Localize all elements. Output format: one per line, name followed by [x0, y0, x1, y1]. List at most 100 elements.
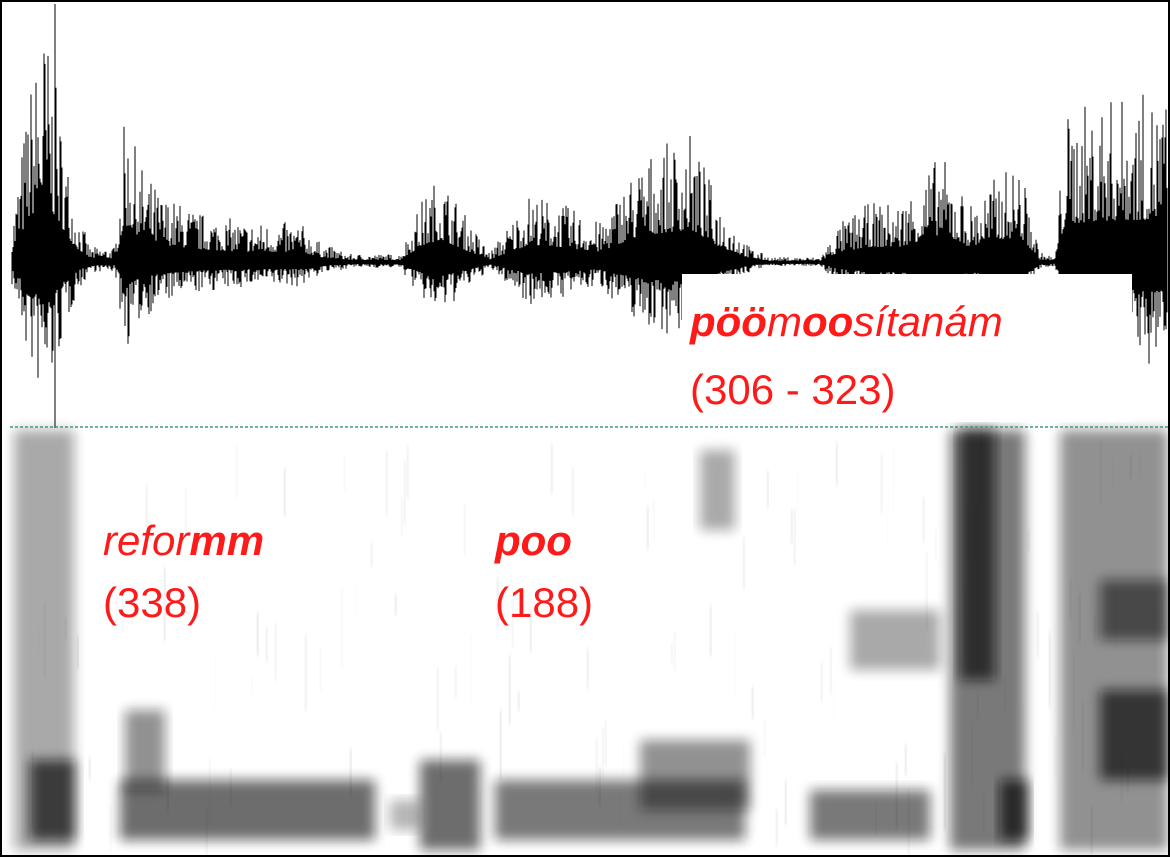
spectral-energy	[401, 496, 403, 537]
spectral-energy	[1085, 628, 1087, 693]
spectral-energy	[500, 710, 502, 779]
spectral-energy	[938, 736, 940, 793]
spectral-energy	[917, 702, 919, 745]
spectral-energy	[965, 587, 967, 663]
spectral-energy	[620, 786, 622, 830]
spectral-energy	[275, 623, 277, 681]
spectral-energy	[734, 631, 736, 697]
spectral-energy	[605, 721, 607, 767]
spectral-energy	[395, 594, 397, 616]
word-segment: oo	[802, 298, 853, 345]
spectral-energy	[65, 616, 67, 640]
spectral-energy	[185, 488, 187, 542]
spectral-energy	[1094, 614, 1096, 646]
spectral-energy	[1028, 529, 1030, 552]
range-label: (338)	[103, 579, 201, 626]
spectral-energy	[377, 582, 379, 648]
spectral-energy	[983, 791, 985, 836]
spectral-energy	[77, 636, 79, 669]
spectral-energy	[1139, 452, 1141, 479]
spectral-energy	[926, 551, 928, 630]
spectral-energy	[503, 586, 505, 619]
spectral-energy	[30, 760, 75, 840]
word-segment: mm	[189, 517, 264, 564]
spectral-energy	[908, 789, 910, 857]
spectral-energy	[1004, 677, 1006, 712]
spectral-energy	[875, 800, 877, 835]
spectral-energy	[38, 627, 40, 654]
spectral-energy	[122, 583, 124, 633]
range-label: (188)	[495, 579, 593, 626]
word-label: poo	[494, 517, 572, 564]
spectral-energy	[923, 496, 925, 543]
spectral-energy	[164, 567, 166, 641]
spectral-energy	[236, 443, 238, 499]
spectral-energy	[1121, 753, 1123, 803]
spectral-energy	[935, 528, 937, 562]
spectral-energy	[700, 450, 735, 530]
spectral-energy	[390, 800, 420, 830]
spectral-energy	[530, 610, 532, 653]
spectral-energy	[1070, 579, 1072, 620]
spectral-energy	[584, 479, 586, 540]
word-segment: m	[767, 298, 802, 345]
spectral-energy	[830, 646, 832, 695]
word-label: reformm	[103, 517, 264, 564]
spectral-energy	[371, 543, 373, 567]
spectral-energy	[1106, 534, 1108, 607]
spectral-energy	[1049, 631, 1051, 708]
spectral-energy	[320, 648, 322, 692]
spectral-energy	[305, 634, 307, 712]
spectral-energy	[968, 504, 970, 562]
spectral-energy	[581, 767, 583, 826]
spectral-energy	[344, 455, 346, 492]
spectral-energy	[758, 736, 760, 793]
spectral-energy	[887, 485, 889, 543]
spectral-energy	[440, 732, 442, 782]
spectral-energy	[640, 740, 750, 810]
spectral-energy	[647, 506, 649, 551]
spectral-energy	[980, 431, 982, 503]
spectral-energy	[833, 673, 835, 728]
spectral-energy	[737, 769, 739, 846]
spectral-energy	[257, 612, 259, 656]
spectral-energy	[437, 668, 439, 731]
spectral-energy	[1082, 703, 1084, 771]
word-label: pöömoosítanám	[689, 298, 1003, 345]
word-segment: poo	[494, 517, 572, 564]
spectral-energy	[821, 663, 823, 701]
spectral-energy	[1000, 780, 1028, 840]
spectral-energy	[479, 790, 481, 831]
spectral-energy	[1079, 594, 1081, 643]
spectral-energy	[248, 561, 250, 617]
spectral-energy	[455, 665, 457, 699]
word-segment: sítanám	[853, 298, 1002, 345]
spectral-energy	[116, 595, 118, 628]
spectral-energy	[470, 635, 472, 702]
spectral-energy	[404, 460, 406, 526]
spectral-energy	[413, 664, 415, 692]
spectral-energy	[266, 626, 268, 662]
spectral-energy	[850, 610, 940, 670]
spectral-energy	[623, 744, 625, 782]
spectral-energy	[977, 694, 979, 719]
spectral-energy	[971, 721, 973, 787]
spectral-energy	[230, 768, 232, 807]
spectral-energy	[794, 508, 796, 566]
spectral-energy	[269, 718, 271, 746]
spectral-energy	[881, 453, 883, 513]
spectral-energy	[284, 467, 286, 517]
spectral-energy	[1100, 580, 1168, 640]
spectral-energy	[512, 588, 514, 648]
spectral-energy	[386, 450, 388, 517]
spectral-energy	[302, 639, 304, 684]
spectral-energy	[653, 498, 655, 541]
spectral-energy	[905, 744, 907, 776]
spectral-energy	[215, 652, 217, 711]
word-segment: refor	[103, 517, 191, 564]
spectral-energy	[1022, 707, 1024, 756]
spectral-energy	[167, 776, 169, 812]
spectral-energy	[725, 785, 727, 824]
spectral-energy	[89, 757, 91, 780]
